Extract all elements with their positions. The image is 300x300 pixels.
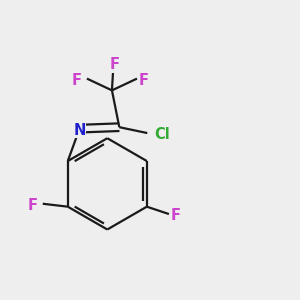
- Text: F: F: [28, 198, 38, 213]
- Text: Cl: Cl: [154, 127, 170, 142]
- Text: F: F: [170, 208, 180, 223]
- Text: N: N: [74, 123, 86, 138]
- Text: F: F: [138, 73, 148, 88]
- Text: F: F: [72, 73, 82, 88]
- Text: F: F: [110, 57, 120, 72]
